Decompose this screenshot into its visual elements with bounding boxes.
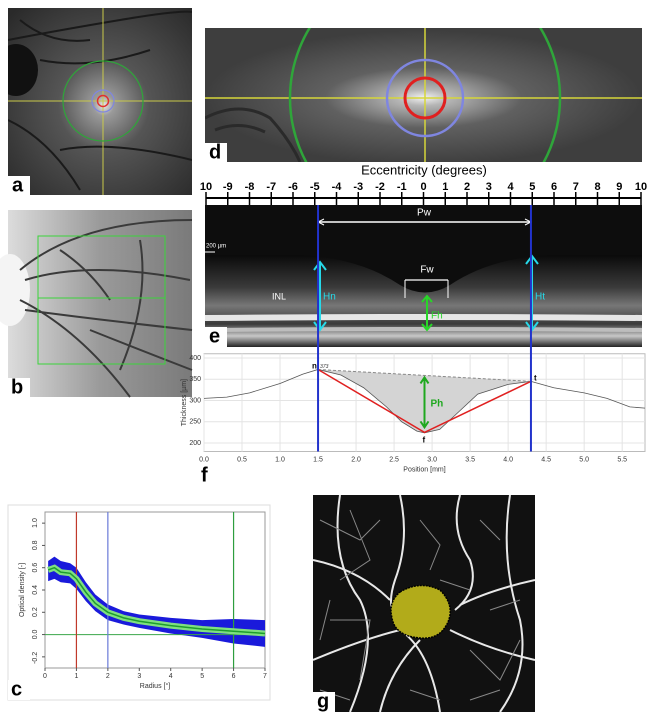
y-tick-label: -0.2 [32,652,39,664]
tick-label: -8 [245,181,255,193]
pit-lines [317,368,532,434]
x-tick-label: 0.0 [199,456,209,463]
x-tick-label: 4.0 [503,456,513,463]
x-tick-label: 1 [74,673,78,680]
oct-label: INL [272,291,286,301]
panel-label: b [11,376,23,398]
panel-label: f [201,464,208,486]
tick-label: 6 [551,181,557,193]
tick-label: -5 [310,181,320,193]
y-tick-label: 1.0 [32,518,39,528]
ph-heads [419,375,430,430]
x-tick-label: 5 [200,673,204,680]
x-axis-label: Position [mm] [403,466,445,473]
y-tick-label: 250 [189,419,201,426]
x-tick-label: 0.5 [237,456,247,463]
panel-label: g [317,690,329,712]
chord [318,368,531,382]
scale-label: 200 µm [206,244,226,250]
tick-label: 10 [200,181,212,193]
oct-scan [204,205,643,347]
panel-label-box [8,176,30,195]
y-tick-label: 0.2 [32,607,39,617]
tick-label: 5 [529,181,535,193]
x-tick-label: 3.0 [427,456,437,463]
panel-label-box [313,692,335,712]
x-tick-label: 4.5 [541,456,551,463]
y-tick-label: 0.6 [32,563,39,573]
tick-label: 4 [507,181,514,193]
panel-label-box [8,378,30,397]
tick-label: 9 [616,181,622,193]
panel-label-box [205,143,227,162]
panel-label: a [12,174,24,196]
x-tick-label: 2.5 [389,456,399,463]
panel-label: d [209,141,221,163]
tick-label: -9 [223,181,233,193]
ph-label: Ph [431,399,444,410]
tick-label: -6 [288,181,298,193]
tick-label: -2 [375,181,385,193]
point-label: n [312,362,317,371]
tick-label: -1 [397,181,407,193]
oct-label: Fh [431,311,443,322]
y-tick-label: 0.4 [32,585,39,595]
x-axis-label: Radius [°] [140,682,170,690]
tick-label: 1 [442,181,448,193]
y-tick-label: 400 [189,355,201,362]
panel-label: c [11,678,22,700]
eccentricity-scale: 10 -9 -8 -7 -6 -5 -4 -3 -2 -1 0 1 2 3 4 5 6 7 8 9 10 [200,181,647,205]
oct-label: Fw [420,265,434,276]
panel-label-box [205,327,227,347]
axis-title: Eccentricity (degrees) [361,162,487,177]
x-tick-label: 1.0 [275,456,285,463]
tick-label: 8 [594,181,600,193]
od-chart: 1.0 0.8 0.6 0.4 0.2 0.0 -0.2 0 1 2 3 4 5 6 7 Optical de… [19,511,267,690]
tick-label: 3 [486,181,492,193]
oct-label: Ht [535,292,545,303]
x-tick-label: 4 [169,673,173,680]
panel-label: e [209,325,220,347]
y-tick-label: 200 [189,440,201,447]
x-tick-label: 7 [263,673,267,680]
x-tick-label: 2.0 [351,456,361,463]
thickness-line [203,369,646,434]
mean-line [47,566,266,635]
x-tick-label: 2 [106,673,110,680]
panel-label-box [8,680,30,700]
tick-label: -7 [266,181,276,193]
y-tick-label: 0.8 [32,540,39,550]
y-axis-label: Optical density [-] [19,563,26,617]
spread-band [48,556,266,647]
y-tick-label: 300 [189,397,201,404]
fundus-image [8,8,192,195]
tick-label: 7 [573,181,579,193]
thickness-chart: 200 250 300 350 400 0.0 0.5 1.0 1.5 2.0 2.5 3.0 3.5 4… [181,205,646,473]
point-label: f [423,435,426,444]
point-label: t [534,373,537,382]
oct-label: Hn [323,292,336,303]
tick-label: -3 [353,181,363,193]
x-tick-label: 1.5 [313,456,323,463]
tick-label: 2 [464,181,470,193]
oct-label: Pw [417,208,432,219]
fundus-zoom [205,28,642,162]
tick-label: 10 [635,181,647,193]
tick-label: -4 [332,181,343,193]
y-tick-label: 0.0 [32,629,39,639]
octa-image [313,495,535,712]
peak-label: 373 [320,364,329,370]
x-tick-label: 3.5 [465,456,475,463]
x-tick-label: 6 [232,673,236,680]
x-tick-label: 0 [43,673,47,680]
y-tick-label: 350 [189,376,201,383]
tick-label: 0 [420,181,426,193]
infrared-image [0,210,193,398]
y-axis-label: Thickness [µm] [181,379,188,426]
x-tick-label: 5.5 [617,456,627,463]
x-tick-label: 3 [137,673,141,680]
x-tick-label: 5.0 [579,456,589,463]
